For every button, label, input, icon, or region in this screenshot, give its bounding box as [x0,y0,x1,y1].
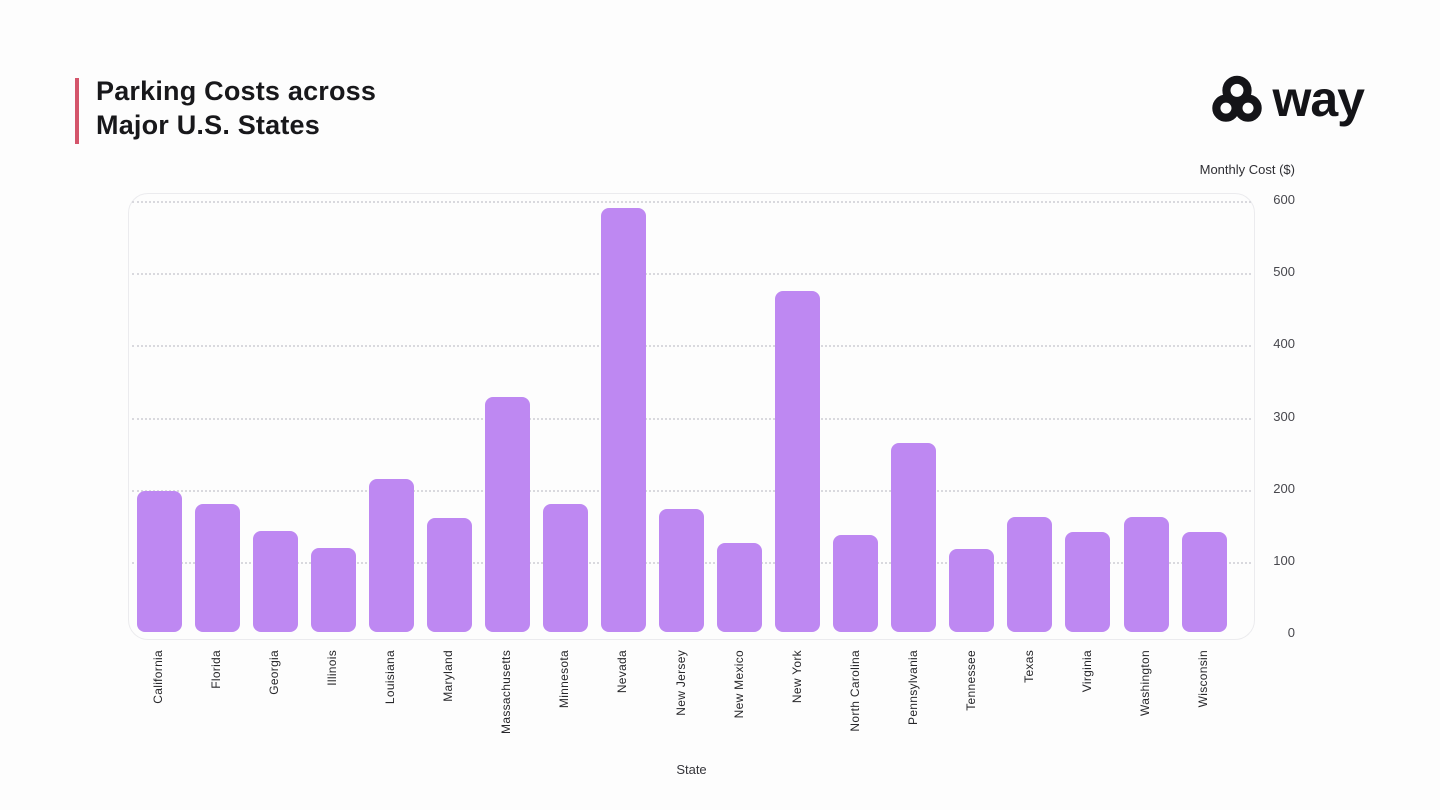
bar-illinois [310,547,356,632]
x-label-north-carolina: North Carolina [847,650,862,732]
x-label-new-york: New York [789,650,804,704]
way-logo: way [1212,71,1365,127]
x-label-minnesota: Minnesota [557,650,572,709]
y-tick-100: 100 [1273,552,1295,568]
x-label-florida: Florida [209,650,224,689]
gridline-400 [132,345,1251,348]
bar-north-carolina [833,534,879,632]
x-label-tennessee: Tennessee [963,650,978,711]
y-tick-600: 600 [1273,192,1295,207]
x-label-georgia: Georgia [267,650,282,695]
x-label-wisconsin: Wisconsin [1196,650,1211,708]
page-title-line2: Major U.S. States [96,110,320,140]
x-label-nevada: Nevada [615,650,630,694]
bar-maryland [426,517,472,632]
gridline-200 [132,489,1251,492]
bar-wisconsin [1181,532,1227,632]
x-label-louisiana: Louisiana [383,650,398,705]
y-tick-300: 300 [1273,408,1295,424]
bar-texas [1007,516,1053,632]
bar-louisiana [368,479,414,632]
y-tick-200: 200 [1273,480,1295,496]
x-label-illinois: Illinois [325,650,340,686]
page-title: Parking Costs across Major U.S. States [96,74,376,142]
gridline-600 [132,201,1251,203]
bar-new-jersey [659,509,705,632]
way-logo-trefoil-icon [1212,75,1263,123]
y-tick-0: 0 [1287,625,1295,640]
bar-california [136,491,182,632]
x-label-california: California [151,650,165,704]
x-label-new-jersey: New Jersey [673,650,688,716]
title-accent-bar [75,78,79,144]
bar-washington [1123,517,1169,632]
x-label-massachusetts: Massachusetts [499,650,514,734]
bar-georgia [252,530,298,632]
bar-new-york [775,291,821,632]
x-label-virginia: Virginia [1079,650,1094,693]
y-tick-400: 400 [1273,336,1295,352]
way-logo-text: way [1272,71,1365,127]
plot-area [128,193,1255,640]
x-label-pennsylvania: Pennsylvania [905,650,920,725]
bar-nevada [600,207,646,632]
gridline-300 [132,417,1251,420]
x-label-washington: Washington [1138,650,1153,716]
y-tick-500: 500 [1273,264,1295,280]
x-axis-title: State [676,762,707,777]
gridline-500 [132,273,1251,276]
bar-tennessee [949,549,995,632]
x-label-maryland: Maryland [441,650,456,702]
x-label-new-mexico: New Mexico [731,650,746,719]
y-axis-title: Monthly Cost ($) [1199,162,1295,177]
bar-pennsylvania [891,442,937,632]
page-title-line1: Parking Costs across [96,76,377,106]
bar-new-mexico [717,543,763,632]
bar-minnesota [542,504,588,632]
bar-massachusetts [484,397,530,632]
x-label-texas: Texas [1021,650,1036,683]
bar-florida [194,503,240,632]
bar-virginia [1065,532,1111,632]
